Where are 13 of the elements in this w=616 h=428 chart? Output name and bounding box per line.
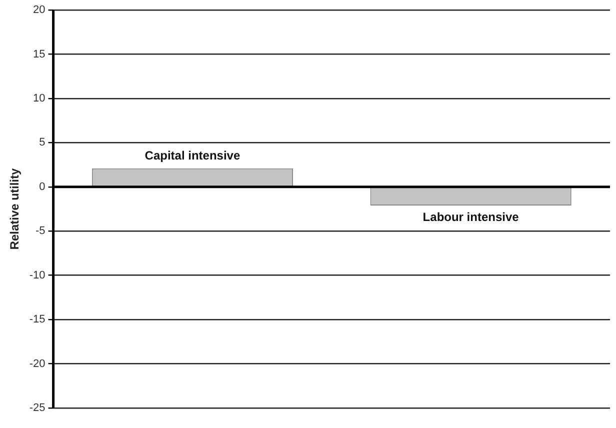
y-tick-label: -20 — [29, 358, 46, 370]
y-tick-label: -15 — [29, 314, 46, 326]
y-tick-label: 5 — [39, 136, 46, 149]
y-tick-label: -5 — [36, 225, 46, 238]
x-tick-label: Capital intensive — [144, 148, 240, 163]
y-tick-label: -25 — [29, 402, 46, 414]
y-tick-label: 15 — [33, 48, 46, 60]
y-tick-label: -10 — [29, 269, 46, 282]
y-axis-title: Relative utility — [8, 168, 22, 250]
y-tick-label: 0 — [39, 180, 46, 193]
y-tick-label: 10 — [33, 92, 46, 104]
y-tick-label: 20 — [33, 4, 46, 16]
x-tick-label: Labour intensive — [422, 210, 520, 224]
